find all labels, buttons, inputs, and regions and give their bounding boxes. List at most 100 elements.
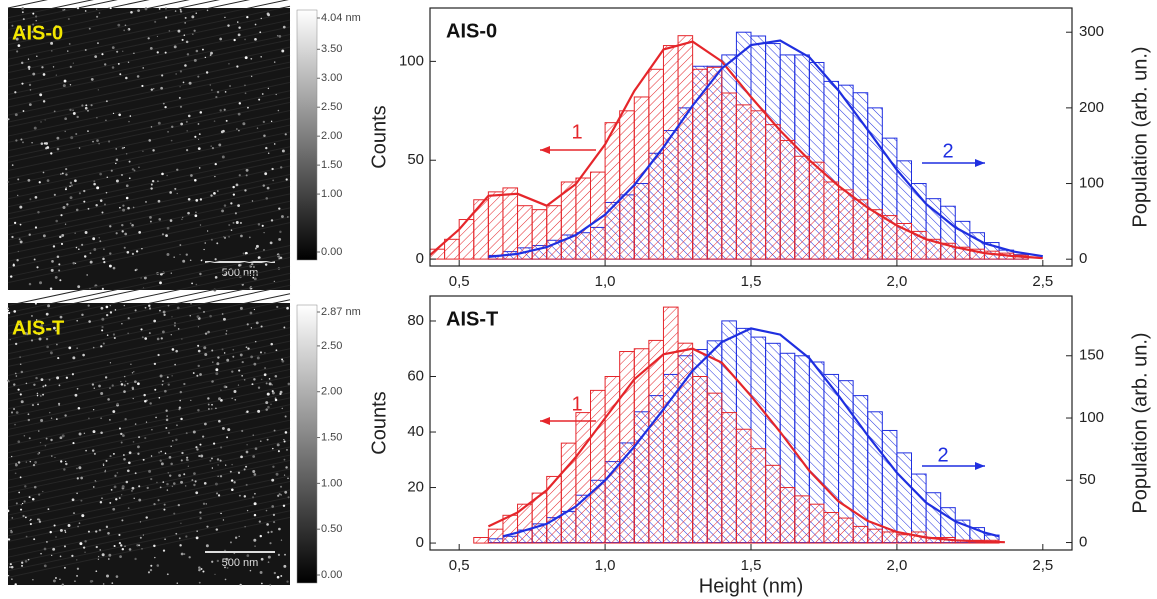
image-dot: [87, 207, 90, 210]
image-dot: [165, 409, 168, 412]
image-dot: [56, 147, 60, 151]
image-dot: [38, 518, 41, 521]
image-texture: [7, 293, 291, 355]
image-dot: [237, 204, 240, 208]
image-dot: [50, 417, 53, 419]
image-dot: [175, 532, 178, 535]
image-dot: [222, 519, 225, 521]
image-dot: [225, 385, 228, 389]
image-dot: [78, 432, 82, 436]
image-dot: [174, 363, 176, 366]
image-dot: [198, 167, 201, 169]
colorbar-tick-label: 2.50: [321, 101, 342, 113]
image-dot: [131, 168, 135, 171]
image-dot: [103, 261, 106, 264]
image-dot: [246, 323, 249, 326]
image-dot: [170, 272, 172, 274]
image-dot: [7, 181, 10, 183]
image-dot: [207, 330, 210, 334]
image-dot: [261, 93, 264, 95]
image-dot: [231, 397, 233, 400]
image-dot: [228, 223, 231, 226]
image-dot: [153, 319, 157, 323]
image-dot: [142, 67, 144, 69]
image-dot: [193, 29, 196, 32]
image-dot: [81, 313, 84, 317]
image-dot: [52, 245, 56, 248]
image-dot: [137, 452, 140, 455]
image-dot: [270, 342, 273, 346]
image-dot: [86, 274, 88, 276]
image-dot: [253, 362, 257, 366]
image-dot: [57, 402, 61, 405]
image-dot: [243, 468, 246, 471]
image-dot: [162, 330, 165, 334]
image-dot: [115, 158, 119, 162]
histogram-bar: [794, 495, 810, 544]
image-dot: [115, 162, 117, 165]
image-dot: [220, 446, 223, 449]
image-dot: [52, 66, 55, 68]
y2-axis-title: Population (arb. un.): [1129, 332, 1151, 513]
image-dot: [179, 70, 183, 73]
image-dot: [100, 431, 103, 435]
image-texture: [7, 0, 94, 19]
image-dot: [59, 528, 63, 532]
colorbar-tick-label: 2.87 nm: [321, 306, 361, 318]
colorbar-tick-label: 1.00: [321, 477, 342, 489]
image-dot: [239, 353, 243, 357]
image-dot: [25, 382, 28, 385]
image-dot: [111, 384, 114, 387]
image-dot: [32, 463, 36, 467]
image-dot: [116, 402, 119, 406]
image-dot: [107, 531, 110, 535]
colorbar-tick-label: 2.00: [321, 386, 342, 398]
image-dot: [112, 112, 115, 115]
image-dot: [169, 474, 172, 477]
scale-bar-label: 500 nm: [222, 557, 259, 569]
image-dot: [164, 51, 167, 54]
image-dot: [217, 356, 220, 359]
histogram-bar: [721, 92, 737, 260]
panel-title: AIS-0: [446, 20, 497, 42]
image-dot: [13, 383, 16, 386]
image-dot: [282, 25, 286, 29]
image-dot: [233, 390, 237, 393]
image-dot: [49, 287, 53, 290]
image-dot: [59, 578, 61, 581]
image-dot: [24, 559, 28, 563]
image-dot: [10, 530, 13, 534]
image-dot: [23, 435, 26, 437]
histogram-bar: [487, 528, 504, 544]
image-dot: [205, 71, 209, 74]
histogram-bar: [896, 534, 913, 544]
image-dot: [185, 253, 188, 256]
histogram-bar: [721, 412, 737, 544]
image-dot: [215, 528, 219, 531]
image-dot: [113, 336, 116, 340]
image-dot: [179, 544, 182, 547]
image-dot: [27, 418, 31, 422]
image-dot: [268, 378, 271, 380]
image-dot: [186, 149, 189, 152]
image-dot: [244, 92, 247, 95]
image-dot: [225, 330, 228, 332]
image-dot: [69, 185, 71, 188]
image-dot: [287, 496, 290, 499]
image-dot: [129, 222, 132, 225]
image-dot: [200, 454, 204, 458]
fit-curve: [487, 347, 1005, 544]
image-dot: [200, 259, 203, 262]
image-dot: [50, 351, 53, 355]
histogram-bar: [838, 189, 854, 260]
image-dot: [223, 108, 226, 111]
image-dot: [60, 214, 63, 217]
image-dot: [28, 496, 31, 499]
image-dot: [256, 356, 260, 360]
y2-tick-label: 0: [1079, 250, 1087, 267]
image-dot: [49, 530, 52, 534]
image-dot: [11, 24, 14, 27]
image-dot: [74, 262, 77, 265]
image-dot: [38, 337, 42, 341]
image-dot: [124, 24, 127, 27]
